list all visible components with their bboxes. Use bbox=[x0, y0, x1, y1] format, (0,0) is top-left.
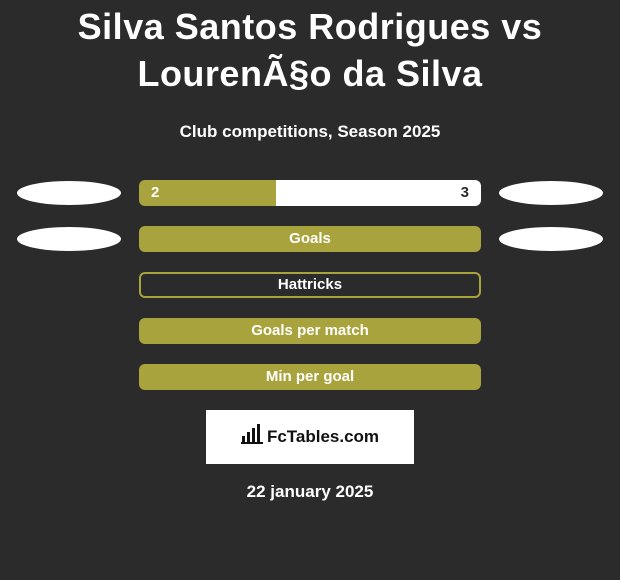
date-label: 22 january 2025 bbox=[0, 482, 620, 502]
stat-bar-right-seg: 3 bbox=[276, 180, 481, 206]
stat-bar-label: Goals bbox=[289, 230, 331, 247]
stat-bar-label: Min per goal bbox=[266, 368, 354, 385]
page-title: Silva Santos Rodrigues vs LourenÃ§o da S… bbox=[0, 4, 620, 98]
source-logo-text: FcTables.com bbox=[267, 427, 379, 447]
stat-row-goals-per-match: Goals per match bbox=[0, 318, 620, 344]
player-right-pill bbox=[499, 181, 603, 205]
comparison-card: Silva Santos Rodrigues vs LourenÃ§o da S… bbox=[0, 0, 620, 502]
stat-bar-label: Hattricks bbox=[278, 276, 342, 293]
stat-bar-goals-per-match: Goals per match bbox=[139, 318, 481, 344]
bar-chart-icon bbox=[241, 424, 263, 449]
stat-row-matches: 2 3 Matches bbox=[0, 180, 620, 206]
stat-bar-label: Goals per match bbox=[251, 322, 369, 339]
stat-bar-hattricks: Hattricks bbox=[139, 272, 481, 298]
subtitle: Club competitions, Season 2025 bbox=[0, 122, 620, 142]
stat-row-hattricks: Hattricks bbox=[0, 272, 620, 298]
stat-rows: 2 3 Matches Goals Hattricks bbox=[0, 180, 620, 390]
stat-bar-left-seg: 2 bbox=[139, 180, 276, 206]
player-left-pill bbox=[17, 227, 121, 251]
player-left-pill bbox=[17, 181, 121, 205]
player-right-pill bbox=[499, 227, 603, 251]
source-logo: FcTables.com bbox=[206, 410, 414, 464]
stat-bar-matches: 2 3 Matches bbox=[139, 180, 481, 206]
stat-left-value: 2 bbox=[151, 184, 159, 201]
stat-row-goals: Goals bbox=[0, 226, 620, 252]
stat-right-value: 3 bbox=[461, 184, 469, 201]
stat-row-min-per-goal: Min per goal bbox=[0, 364, 620, 390]
stat-bar-goals: Goals bbox=[139, 226, 481, 252]
stat-bar-min-per-goal: Min per goal bbox=[139, 364, 481, 390]
